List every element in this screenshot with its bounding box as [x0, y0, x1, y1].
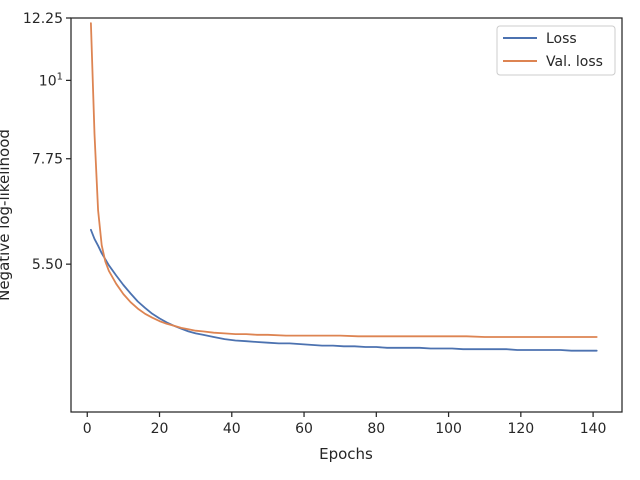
series-line-loss [90, 228, 598, 352]
x-tick-label: 100 [435, 421, 462, 437]
y-axis-label: Negative log-likelihood [0, 129, 13, 301]
series-lines [90, 22, 598, 352]
x-tick-label: 60 [295, 421, 313, 437]
y-tick-label: 101 [39, 71, 63, 89]
legend: Loss Val. loss [496, 25, 616, 76]
x-tick-label: 40 [223, 421, 241, 437]
x-tick-label: 80 [367, 421, 385, 437]
y-axis-ticks: 12.25 101 7.75 5.50 [23, 11, 71, 273]
y-tick-label: 7.75 [32, 152, 63, 168]
x-axis-ticks: 0 20 40 60 80 100 120 140 [83, 412, 607, 437]
series-line-val-loss [90, 22, 598, 338]
x-tick-label: 140 [580, 421, 607, 437]
plot-frame [70, 17, 623, 413]
x-tick-label: 120 [507, 421, 534, 437]
y-tick-label: 5.50 [32, 257, 63, 273]
legend-label-loss: Loss [546, 31, 577, 47]
y-tick-label: 12.25 [23, 11, 63, 27]
x-tick-label: 20 [151, 421, 169, 437]
x-tick-label: 0 [83, 421, 92, 437]
x-axis-label: Epochs [319, 445, 373, 463]
legend-label-val-loss: Val. loss [546, 54, 603, 70]
